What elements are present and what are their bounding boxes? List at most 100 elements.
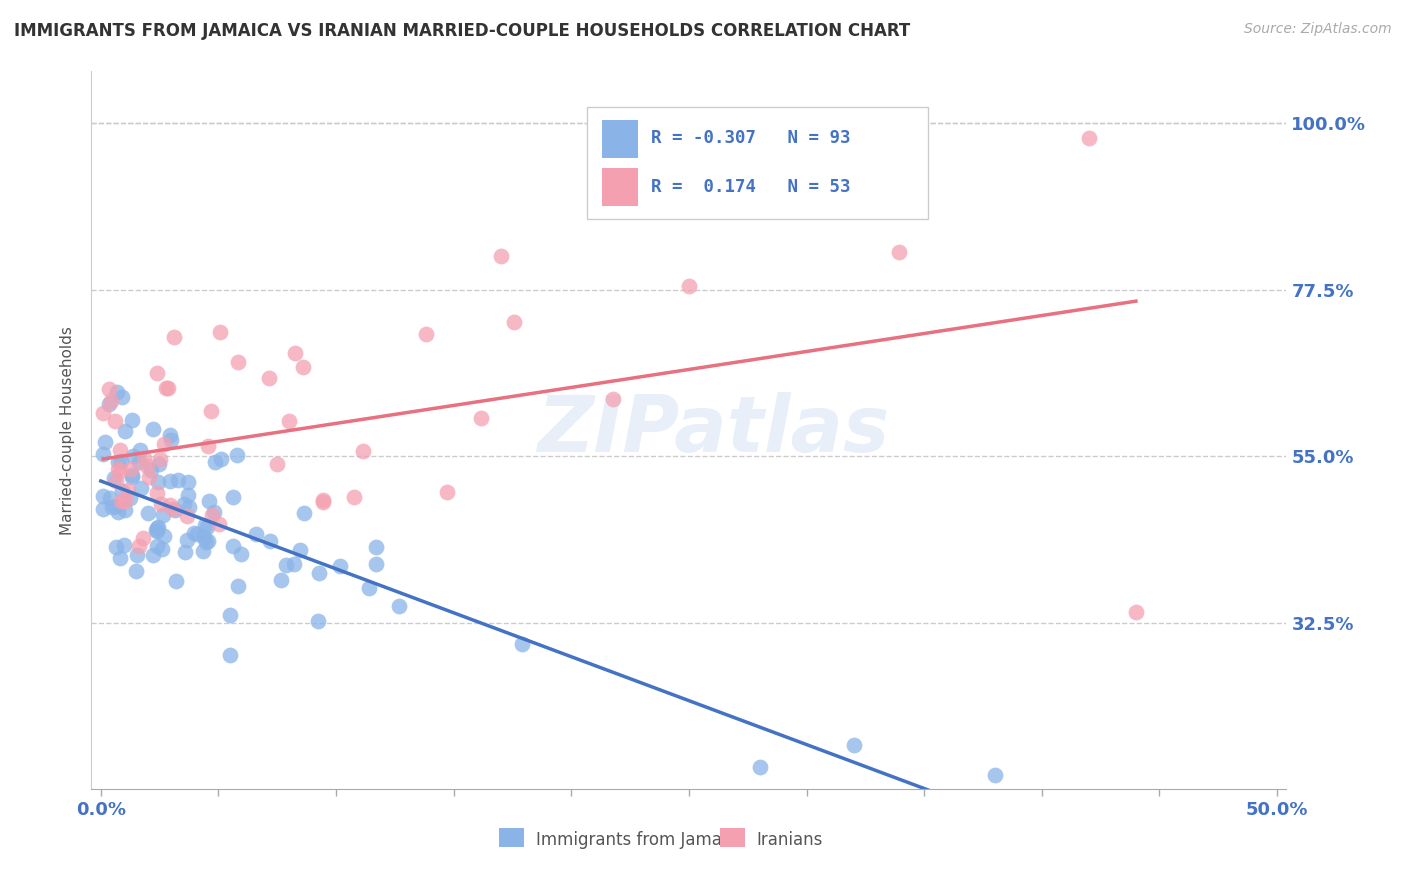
Point: [145, 366, 167, 380]
Point: [114, 494, 136, 508]
Point: [108, 464, 131, 478]
Point: [218, 648, 240, 662]
Point: [191, 544, 214, 558]
Point: [503, 315, 526, 329]
Point: [748, 760, 770, 774]
Point: [146, 520, 169, 534]
Point: [136, 459, 159, 474]
Bar: [602, 169, 637, 206]
Point: [146, 485, 169, 500]
Point: [98, 491, 121, 505]
Point: [108, 442, 131, 457]
Point: [259, 533, 281, 548]
Bar: [602, 120, 637, 158]
Text: Source: ZipAtlas.com: Source: ZipAtlas.com: [1244, 22, 1392, 37]
Point: [200, 404, 222, 418]
Point: [125, 548, 148, 562]
FancyBboxPatch shape: [588, 107, 928, 219]
Point: [209, 452, 232, 467]
Point: [222, 490, 245, 504]
Point: [283, 557, 305, 571]
Text: R = -0.307   N = 93: R = -0.307 N = 93: [651, 129, 851, 147]
Point: [105, 474, 128, 488]
Point: [489, 249, 512, 263]
Point: [162, 502, 184, 516]
Point: [132, 531, 155, 545]
Point: [114, 503, 136, 517]
Point: [226, 579, 249, 593]
Point: [388, 599, 411, 613]
Point: [186, 527, 208, 541]
Point: [222, 539, 245, 553]
Point: [678, 279, 700, 293]
Point: [91, 502, 114, 516]
Point: [142, 422, 165, 436]
Point: [357, 581, 380, 595]
Point: [146, 475, 169, 490]
Point: [226, 354, 249, 368]
Point: [134, 450, 156, 465]
Point: [245, 526, 267, 541]
Point: [111, 390, 134, 404]
Point: [165, 574, 187, 589]
Point: [288, 542, 311, 557]
Point: [155, 381, 177, 395]
Point: [91, 447, 114, 461]
Point: [197, 534, 219, 549]
Y-axis label: Married-couple Households: Married-couple Households: [60, 326, 76, 535]
Point: [194, 517, 217, 532]
Point: [111, 483, 134, 498]
Point: [364, 557, 387, 571]
Point: [276, 558, 298, 573]
Point: [292, 506, 315, 520]
Point: [352, 444, 374, 458]
Point: [152, 528, 174, 542]
Point: [101, 500, 124, 514]
Point: [159, 428, 181, 442]
Point: [201, 508, 224, 522]
Point: [149, 452, 172, 467]
Point: [209, 326, 232, 340]
Point: [266, 458, 288, 472]
Text: Iranians: Iranians: [756, 831, 823, 849]
Point: [121, 468, 143, 483]
Point: [98, 397, 121, 411]
Point: [156, 381, 179, 395]
Point: [842, 738, 865, 752]
Point: [94, 434, 117, 449]
Point: [120, 462, 142, 476]
Point: [142, 548, 165, 562]
Point: [152, 508, 174, 522]
Point: [197, 494, 219, 508]
Point: [160, 433, 183, 447]
Point: [107, 504, 129, 518]
Point: [329, 558, 352, 573]
Point: [150, 542, 173, 557]
Point: [104, 414, 127, 428]
Point: [100, 393, 122, 408]
Point: [602, 392, 624, 407]
Point: [284, 346, 307, 360]
Point: [129, 481, 152, 495]
Point: [141, 463, 163, 477]
Point: [114, 424, 136, 438]
Point: [128, 443, 150, 458]
Point: [270, 573, 292, 587]
Point: [159, 498, 181, 512]
Point: [152, 437, 174, 451]
Point: [104, 499, 127, 513]
Point: [125, 564, 148, 578]
Point: [121, 469, 143, 483]
Point: [177, 500, 200, 515]
Point: [231, 547, 253, 561]
Point: [103, 471, 125, 485]
Point: [177, 488, 200, 502]
Point: [159, 474, 181, 488]
Point: [128, 539, 150, 553]
Point: [510, 637, 533, 651]
Point: [226, 448, 249, 462]
Point: [1125, 605, 1147, 619]
Point: [145, 524, 167, 539]
Point: [176, 533, 198, 547]
Point: [146, 539, 169, 553]
